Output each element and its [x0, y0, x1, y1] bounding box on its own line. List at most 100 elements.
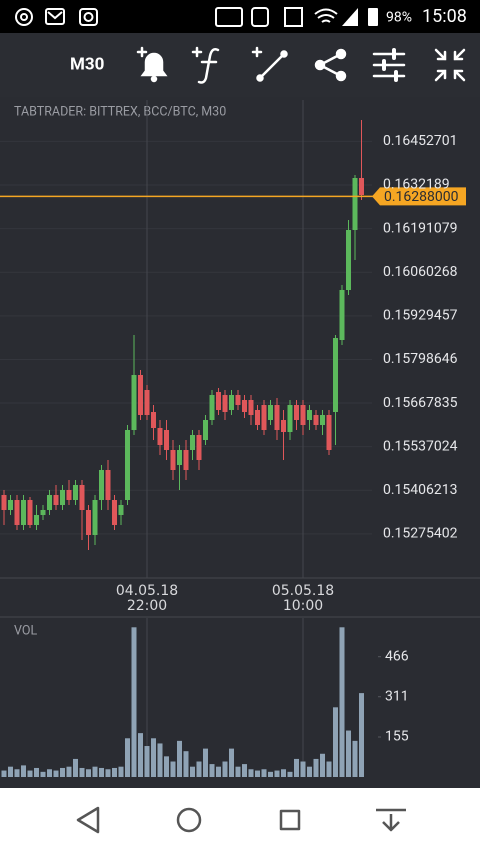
candle-body — [99, 470, 104, 500]
volume-bar — [86, 769, 91, 777]
candle-body — [73, 485, 78, 500]
volume-label: VOL — [14, 623, 37, 638]
candle-body — [300, 405, 306, 425]
volume-bar — [274, 770, 280, 777]
candle-body — [235, 395, 241, 405]
volume-bar — [333, 707, 338, 777]
alert-button[interactable] — [136, 46, 168, 83]
candle-body — [196, 435, 202, 460]
volume-bar — [34, 767, 39, 777]
share-button[interactable] — [314, 48, 347, 82]
candle-body — [320, 415, 325, 425]
home-button[interactable] — [176, 807, 202, 833]
candle-body — [118, 505, 124, 515]
y-tick-label: 0.16060268 — [383, 264, 458, 280]
current-price-label: 0.16288000 — [384, 189, 459, 205]
indicator-button[interactable] — [191, 46, 220, 84]
marks: 0.16288000 — [0, 120, 466, 777]
volume-bar — [300, 761, 306, 777]
volume-tick-label: 155 — [385, 729, 409, 745]
recents-button[interactable] — [279, 809, 301, 831]
candle-body — [313, 415, 319, 425]
candle-body — [255, 410, 260, 425]
volume-bar — [313, 758, 319, 777]
volume-bar — [8, 766, 13, 777]
candle-body — [346, 230, 351, 290]
candle-body — [164, 430, 169, 450]
volume-bar — [157, 743, 163, 777]
volume-bar — [125, 738, 130, 777]
candle-body — [66, 490, 72, 500]
volume-bar — [47, 769, 52, 777]
volume-bar — [112, 767, 117, 777]
settings-button[interactable] — [372, 48, 406, 82]
hide-nav-button[interactable] — [376, 808, 406, 832]
candle-body — [248, 400, 254, 415]
volume-bar — [222, 761, 228, 777]
volume-bar — [339, 627, 345, 777]
volume-bar — [183, 751, 189, 777]
candle-body — [144, 390, 150, 415]
candle-body — [21, 500, 26, 525]
volume-bar — [131, 627, 137, 777]
status-icons — [15, 7, 338, 27]
volume-bar — [294, 758, 299, 777]
volume-bar — [242, 764, 247, 777]
battery-level: 98% — [386, 10, 412, 26]
y-tick-label: 0.15667835 — [383, 395, 458, 411]
volume-bar — [346, 730, 351, 777]
chart-title: TABTRADER: BITTREX, BCC/BTC, M30 — [14, 104, 226, 119]
y-tick-label: 0.16191079 — [383, 220, 458, 236]
volume-bar — [248, 769, 254, 777]
candle-body — [157, 428, 163, 445]
timeframe-button[interactable]: M30 — [70, 54, 104, 74]
volume-bar — [164, 756, 169, 777]
volume-bar — [118, 766, 124, 777]
candle-body — [268, 405, 273, 420]
candle-body — [183, 450, 189, 470]
candle-body — [53, 495, 59, 505]
volume-bar — [307, 766, 312, 777]
volume-bar — [151, 738, 156, 777]
volume-bar — [235, 766, 241, 777]
draw-line-button[interactable] — [251, 46, 288, 82]
candle-body — [307, 410, 312, 420]
volume-bar — [27, 770, 33, 777]
signal-icon — [342, 8, 358, 26]
candle-body — [60, 490, 65, 505]
volume-bar — [99, 767, 104, 777]
candle-body — [40, 510, 46, 515]
volume-bar — [170, 761, 176, 777]
x-tick-label: 04.05.18 22:00 — [115, 583, 179, 614]
candle-body — [294, 405, 299, 420]
volume-bar — [53, 770, 59, 777]
candle-body — [125, 430, 130, 500]
candle-body — [1, 495, 7, 510]
candle-body — [287, 405, 293, 432]
candle-body — [14, 500, 20, 525]
candle-body — [209, 395, 215, 420]
collapse-button[interactable] — [434, 48, 466, 82]
volume-tick-label: 466 — [385, 648, 409, 664]
volume-bar — [79, 767, 85, 777]
volume-bar — [255, 770, 260, 777]
volume-bar — [105, 769, 111, 777]
volume-bar — [209, 764, 215, 777]
volume-bar — [261, 769, 267, 777]
candle-body — [216, 392, 221, 410]
candle-body — [326, 415, 332, 450]
volume-bar — [190, 766, 195, 777]
volume-bar — [177, 740, 182, 777]
volume-bar — [21, 765, 26, 777]
candle-body — [177, 450, 182, 465]
y-tick-label: 0.16452701 — [383, 133, 458, 149]
volume-bar — [14, 769, 20, 777]
candle-body — [352, 178, 358, 230]
candle-body — [79, 485, 85, 510]
volume-bar — [92, 766, 98, 777]
y-tick-label: 0.15537024 — [383, 438, 458, 454]
candle-body — [242, 400, 247, 412]
candle-body — [8, 500, 13, 510]
back-button[interactable] — [76, 806, 100, 834]
